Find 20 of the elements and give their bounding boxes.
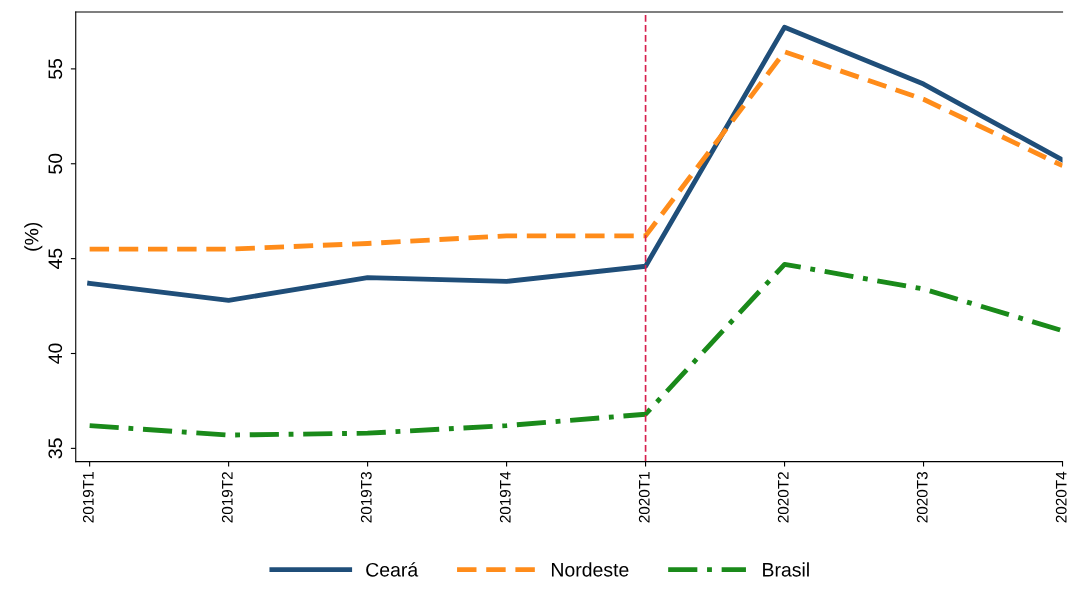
y-tick-label: 40	[48, 343, 63, 364]
x-tick-label: 2020T2	[777, 472, 789, 523]
y-axis-title: (%)	[24, 222, 43, 251]
y-tick-label: 50	[48, 153, 63, 174]
legend-label: Nordeste	[551, 562, 629, 577]
x-tick-label: 2020T1	[638, 472, 650, 523]
line-series	[87, 261, 1063, 438]
legend-label: Ceará	[366, 562, 419, 577]
line-series	[87, 24, 1063, 303]
y-tick-label: 35	[48, 438, 63, 459]
x-tick-label: 2020T4	[1055, 471, 1067, 523]
line-series	[87, 49, 1063, 252]
x-tick-label: 2019T2	[221, 472, 233, 523]
y-tick-label: 55	[48, 58, 63, 79]
y-tick-label: 45	[48, 248, 63, 269]
legend-label: Brasil	[763, 562, 809, 577]
x-tick-label: 2019T3	[360, 472, 372, 523]
x-tick-label: 2019T4	[499, 471, 511, 523]
x-tick-label: 2020T3	[916, 472, 928, 523]
x-tick-label: 2019T1	[82, 472, 94, 523]
